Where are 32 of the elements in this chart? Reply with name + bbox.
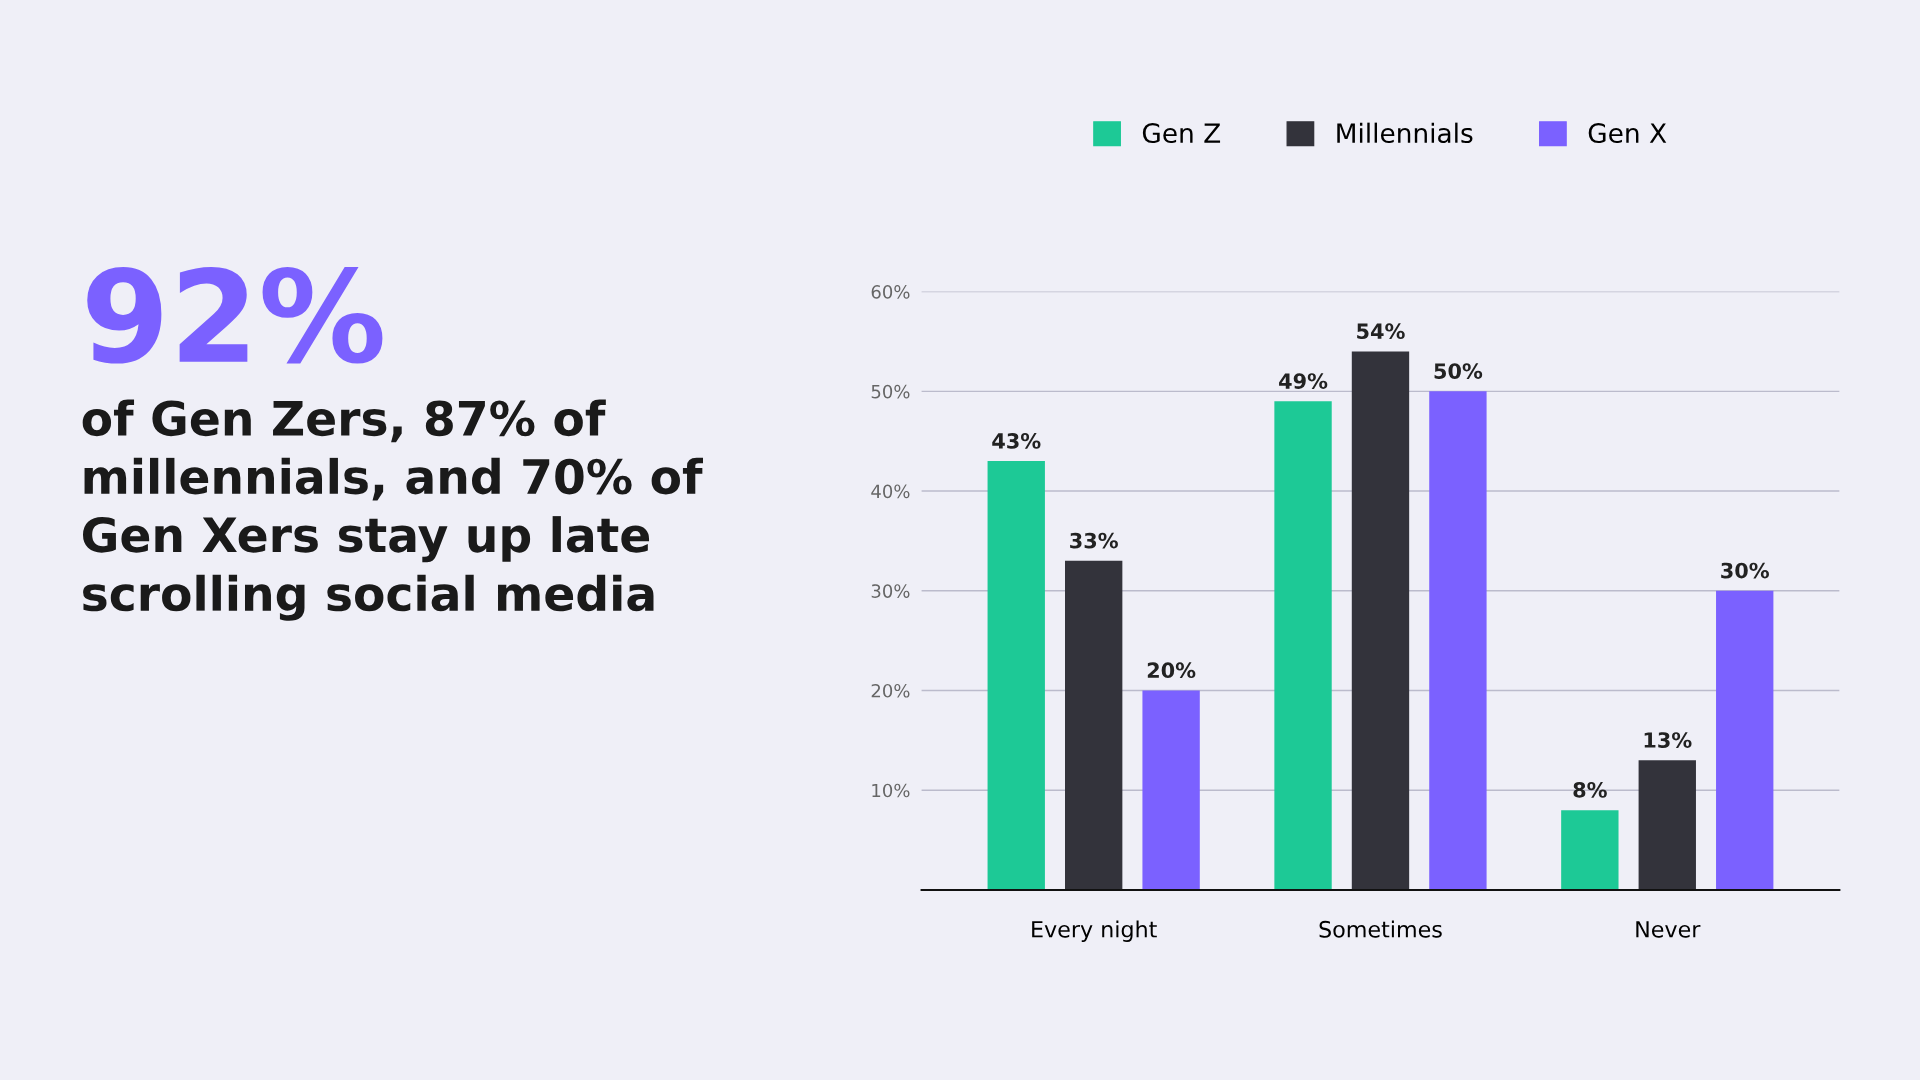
data-label: 20% <box>1147 662 1196 679</box>
x-tick-label: Every night <box>1032 920 1157 942</box>
x-tick-label: Never <box>1636 921 1701 938</box>
data-label: 49% <box>1279 373 1328 389</box>
y-tick-label: 60% <box>871 285 910 299</box>
data-label: 8% <box>1573 782 1607 798</box>
data-label: 54% <box>1357 323 1405 340</box>
y-tick-label: 40% <box>871 484 910 499</box>
bar <box>987 461 1045 890</box>
bar <box>1065 560 1123 890</box>
data-label: 50% <box>1434 363 1483 379</box>
legend-label: Gen Z <box>1142 123 1221 144</box>
bar <box>1429 391 1487 890</box>
chart-title: 92% <box>87 266 383 364</box>
bar <box>1716 590 1774 890</box>
y-tick-label: 10% <box>872 783 910 798</box>
data-label: 13% <box>1644 732 1692 748</box>
y-tick-label: 50% <box>871 384 910 399</box>
y-tick-label: 30% <box>871 584 910 598</box>
legend-label: Millennials <box>1337 122 1473 144</box>
bar <box>1561 810 1619 890</box>
data-label: 30% <box>1721 562 1769 579</box>
data-label: 43% <box>992 433 1041 449</box>
bar <box>1142 690 1200 890</box>
bar <box>1274 401 1332 890</box>
bar <box>1638 760 1696 890</box>
bar <box>1351 351 1410 890</box>
data-label: 33% <box>1070 532 1118 549</box>
y-tick-label: 20% <box>871 683 910 698</box>
legend-label: Gen X <box>1588 123 1667 144</box>
x-tick-label: Sometimes <box>1319 920 1442 938</box>
text: of Gen Zers, 87% of millennials, and 70% of Gen Xers stay up late scrolling social media <box>82 399 703 621</box>
